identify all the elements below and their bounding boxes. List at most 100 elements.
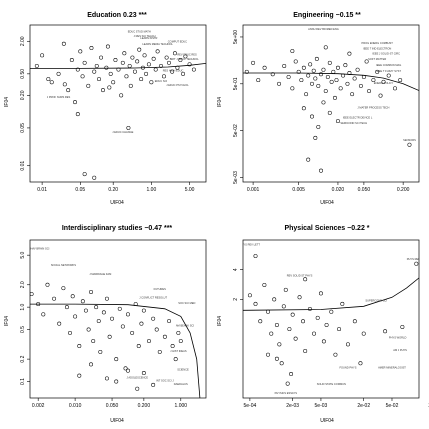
- data-point: [266, 352, 270, 357]
- data-point: [122, 51, 127, 56]
- point-label: IEEE T IND ELECTRON: [363, 46, 391, 50]
- data-point: [301, 319, 306, 324]
- data-point: [329, 309, 334, 314]
- x-axis-label: UIF04: [320, 200, 334, 206]
- point-label: J PROF NURS RES: [47, 95, 71, 99]
- data-point: [107, 85, 112, 90]
- data-point: [335, 119, 340, 124]
- point-label: SENSORS: [403, 138, 416, 142]
- data-point: [318, 291, 323, 296]
- data-point: [73, 314, 78, 319]
- data-point: [104, 65, 109, 70]
- data-point: [352, 319, 357, 324]
- data-point: [135, 386, 140, 391]
- data-point: [266, 309, 270, 314]
- data-point: [289, 372, 294, 377]
- data-point: [75, 67, 80, 72]
- x-tick-label: 5e-04: [243, 403, 256, 409]
- x-tick-label: 0.002: [32, 403, 45, 409]
- data-point: [293, 336, 298, 341]
- data-point: [82, 60, 87, 65]
- data-point: [256, 78, 261, 83]
- panel-title: Physical Sciences −0.22 *: [284, 225, 369, 232]
- data-point: [247, 293, 252, 298]
- y-axis-label: IF04: [217, 316, 223, 326]
- point-label: PHYS REP: [407, 257, 420, 261]
- data-point: [358, 361, 363, 366]
- data-point: [321, 339, 326, 344]
- data-point: [119, 93, 124, 98]
- data-point: [251, 60, 256, 65]
- point-label: IEEE ELECTR DEVICE L: [343, 116, 373, 120]
- point-label: REV EDUC RES: [177, 52, 197, 56]
- data-point: [378, 93, 383, 98]
- data-point: [299, 78, 304, 83]
- data-point: [314, 56, 319, 61]
- data-point: [108, 71, 113, 76]
- data-point: [117, 306, 122, 311]
- point-label: IEEE J SOLID-ST CIRC: [372, 52, 400, 56]
- data-point: [319, 168, 323, 173]
- data-point: [141, 371, 146, 376]
- data-point: [386, 73, 391, 78]
- data-point: [136, 344, 141, 349]
- data-point: [114, 357, 119, 362]
- data-point: [350, 92, 355, 97]
- point-label: AM BEHAV SCI: [176, 323, 195, 327]
- point-label: J RES SCI TEACH: [134, 34, 156, 38]
- data-point: [104, 376, 109, 381]
- data-point: [120, 60, 125, 65]
- point-label: SOLID STATE COMMUN: [317, 382, 346, 386]
- data-point: [274, 323, 279, 327]
- data-point: [319, 72, 323, 77]
- data-point: [70, 294, 75, 299]
- y-tick-label: 1.0: [20, 303, 26, 310]
- data-point: [281, 304, 286, 309]
- x-tick-label: 2e-02: [357, 403, 370, 409]
- data-point: [56, 71, 61, 76]
- data-point: [327, 110, 332, 115]
- data-point: [162, 334, 167, 339]
- data-point: [375, 69, 380, 74]
- data-point: [343, 63, 348, 68]
- point-label: SCIENCE: [177, 368, 189, 372]
- data-point: [313, 76, 318, 81]
- point-label: INT SOC SCI J: [156, 379, 174, 383]
- data-point: [321, 67, 326, 72]
- data-point: [352, 76, 357, 81]
- data-point: [183, 54, 188, 59]
- data-point: [262, 65, 267, 70]
- x-tick-label: 0.01: [37, 187, 47, 193]
- y-tick-label: 2.00: [20, 36, 26, 46]
- y-axis-label: IF04: [4, 97, 10, 107]
- y-axis-label: IF04: [217, 97, 223, 107]
- data-point: [270, 72, 275, 77]
- data-point: [331, 69, 336, 74]
- data-point: [277, 81, 282, 86]
- trend-line: [243, 72, 419, 91]
- data-point: [172, 51, 177, 56]
- point-label: FUTURES: [154, 287, 167, 291]
- point-label: PHYS REV LETT: [240, 243, 261, 247]
- y-tick-label: 0.01: [20, 161, 26, 171]
- data-point: [355, 67, 360, 72]
- data-point: [132, 69, 137, 74]
- data-point: [316, 124, 321, 129]
- y-tick-label: 0.50: [20, 69, 26, 79]
- data-point: [358, 83, 363, 88]
- data-point: [73, 100, 77, 105]
- data-point: [92, 69, 97, 74]
- x-tick-label: 0.020: [332, 187, 345, 193]
- data-point: [307, 306, 312, 311]
- panel-interdisciplinary-studies: Interdisciplinary studies −0.47 *** UIF0…: [4, 225, 207, 424]
- data-point: [99, 55, 104, 60]
- data-point: [86, 327, 91, 332]
- data-point: [361, 331, 366, 336]
- y-tick-label: 4: [233, 268, 239, 271]
- point-label: BRIT J EDUC TECHNOL: [170, 57, 200, 61]
- plot-frame: [29, 239, 207, 399]
- data-point: [253, 301, 258, 306]
- data-point: [398, 78, 403, 83]
